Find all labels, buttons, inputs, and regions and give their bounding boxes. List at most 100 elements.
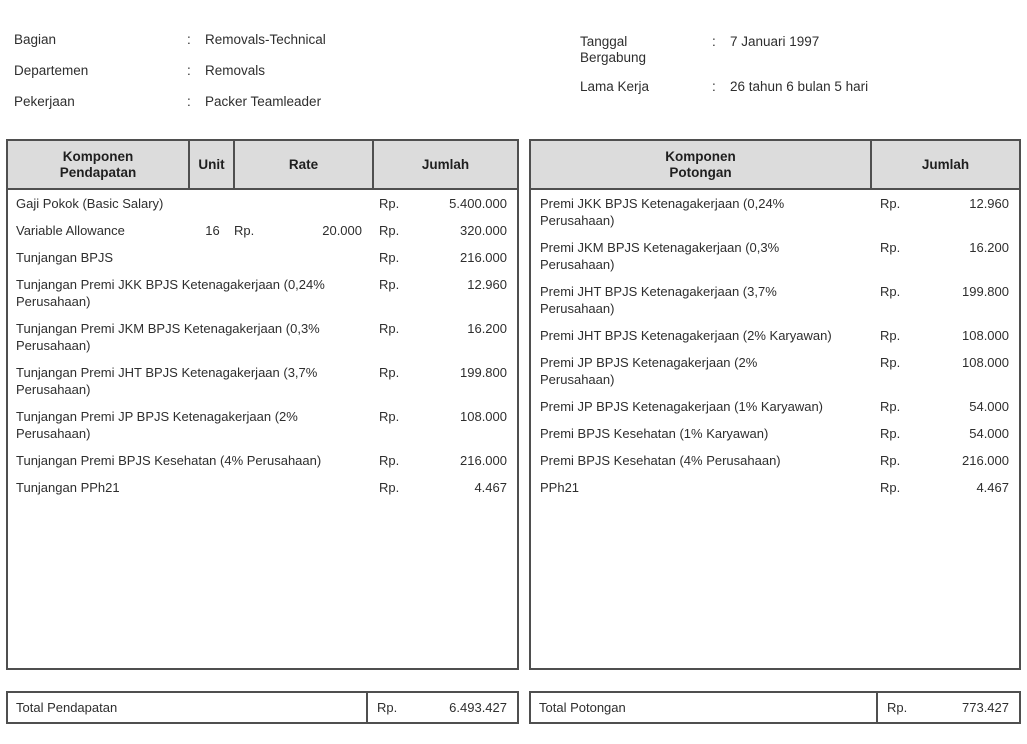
earnings-component-header: Komponen Pendapatan: [8, 141, 190, 188]
amount-cell: 108.000: [460, 409, 507, 424]
amount-currency-label: Rp.: [880, 426, 901, 441]
info-row-pekerjaan: Pekerjaan : Packer Teamleader: [14, 94, 326, 110]
deduction-row: Premi JP BPJS Ketenagakerjaan (1% Karyaw…: [531, 393, 1019, 420]
unit-cell: 16: [205, 223, 220, 238]
colon-separator: :: [712, 79, 716, 94]
amount-cell: 5.400.000: [449, 196, 507, 211]
earnings-rate-header: Rate: [235, 141, 374, 188]
pekerjaan-value: Packer Teamleader: [205, 94, 322, 109]
departemen-label: Departemen: [14, 63, 89, 78]
total-pendapatan-amount: Rp. 6.493.427: [368, 693, 517, 722]
deduction-row: Premi JP BPJS Ketenagakerjaan (2% Perusa…: [531, 349, 1019, 393]
total-potongan-label: Total Potongan: [531, 693, 878, 722]
amount-currency-label: Rp.: [379, 480, 400, 495]
earnings-row: Tunjangan BPJS Rp. 216.000: [8, 244, 517, 271]
earnings-table-header: Komponen Pendapatan Unit Rate Jumlah: [8, 141, 517, 190]
amount-cell: 199.800: [962, 284, 1009, 299]
earnings-row: Tunjangan PPh21 Rp. 4.467: [8, 474, 517, 501]
total-pendapatan-value: 6.493.427: [449, 700, 507, 715]
deduction-row: Premi JKM BPJS Ketenagakerjaan (0,3% Per…: [531, 234, 1019, 278]
pekerjaan-label: Pekerjaan: [14, 94, 75, 109]
amount-currency-label: Rp.: [379, 365, 400, 380]
tanggal-bergabung-value: 7 Januari 1997: [730, 34, 820, 49]
component-cell: PPh21: [540, 480, 580, 495]
amount-cell: 216.000: [460, 453, 507, 468]
component-cell: Gaji Pokok (Basic Salary): [16, 196, 164, 211]
tanggal-bergabung-label: Tanggal Bergabung: [580, 34, 647, 65]
amount-cell: 216.000: [962, 453, 1009, 468]
amount-currency-label: Rp.: [379, 223, 400, 238]
amount-currency-label: Rp.: [377, 700, 398, 715]
amount-currency-label: Rp.: [880, 284, 901, 299]
deductions-amount-header: Jumlah: [921, 156, 970, 172]
employee-info-right: Tanggal Bergabung : 7 Januari 1997 Lama …: [580, 34, 868, 108]
amount-cell: 54.000: [969, 399, 1009, 414]
deductions-table-header: Komponen Potongan Jumlah: [531, 141, 1019, 190]
amount-cell: 16.200: [467, 321, 507, 336]
amount-currency-label: Rp.: [880, 240, 901, 255]
amount-currency-label: Rp.: [880, 399, 901, 414]
amount-cell: 4.467: [976, 480, 1009, 495]
amount-currency-label: Rp.: [379, 453, 400, 468]
amount-cell: 54.000: [969, 426, 1009, 441]
deduction-row: Premi BPJS Kesehatan (4% Perusahaan) Rp.…: [531, 447, 1019, 474]
amount-currency-label: Rp.: [887, 700, 908, 715]
earnings-row: Tunjangan Premi BPJS Kesehatan (4% Perus…: [8, 447, 517, 474]
component-cell: Premi BPJS Kesehatan (4% Perusahaan): [540, 453, 781, 468]
component-cell: Tunjangan BPJS: [16, 250, 114, 265]
component-cell: Tunjangan Premi JHT BPJS Ketenagakerjaan…: [16, 365, 318, 397]
colon-separator: :: [187, 32, 191, 47]
info-row-bagian: Bagian : Removals-Technical: [14, 32, 326, 48]
amount-currency-label: Rp.: [880, 453, 901, 468]
rate-currency-label: Rp.: [234, 223, 255, 238]
total-potongan-amount: Rp. 773.427: [878, 693, 1019, 722]
amount-currency-label: Rp.: [379, 250, 400, 265]
colon-separator: :: [712, 34, 716, 49]
bagian-label: Bagian: [14, 32, 57, 47]
amount-currency-label: Rp.: [379, 196, 400, 211]
earnings-unit-header: Unit: [190, 141, 235, 188]
lama-kerja-label: Lama Kerja: [580, 79, 650, 94]
total-potongan-value: 773.427: [962, 700, 1009, 715]
component-cell: Tunjangan Premi JKM BPJS Ketenagakerjaan…: [16, 321, 320, 353]
component-cell: Tunjangan Premi JP BPJS Ketenagakerjaan …: [16, 409, 298, 441]
earnings-row: Tunjangan Premi JHT BPJS Ketenagakerjaan…: [8, 359, 517, 403]
earnings-table: Komponen Pendapatan Unit Rate Jumlah Gaj…: [6, 139, 519, 670]
deduction-row: Premi JHT BPJS Ketenagakerjaan (3,7% Per…: [531, 278, 1019, 322]
amount-cell: 320.000: [460, 223, 507, 238]
earnings-total-row: Total Pendapatan Rp. 6.493.427: [6, 691, 519, 724]
component-cell: Variable Allowance: [16, 223, 125, 238]
bagian-value: Removals-Technical: [205, 32, 326, 47]
amount-cell: 4.467: [474, 480, 507, 495]
amount-currency-label: Rp.: [379, 277, 400, 292]
deduction-row: PPh21 Rp. 4.467: [531, 474, 1019, 501]
info-row-departemen: Departemen : Removals: [14, 63, 326, 79]
deductions-total-row: Total Potongan Rp. 773.427: [529, 691, 1021, 724]
lama-kerja-value: 26 tahun 6 bulan 5 hari: [730, 79, 869, 94]
earnings-row: Tunjangan Premi JP BPJS Ketenagakerjaan …: [8, 403, 517, 447]
amount-cell: 12.960: [467, 277, 507, 292]
amount-cell: 108.000: [962, 355, 1009, 370]
colon-separator: :: [187, 63, 191, 78]
earnings-table-body: Gaji Pokok (Basic Salary) Rp. 5.400.000 …: [8, 190, 517, 501]
component-cell: Premi JHT BPJS Ketenagakerjaan (2% Karya…: [540, 328, 832, 343]
amount-currency-label: Rp.: [379, 321, 400, 336]
component-cell: Tunjangan Premi BPJS Kesehatan (4% Perus…: [16, 453, 322, 468]
amount-cell: 216.000: [460, 250, 507, 265]
amount-currency-label: Rp.: [880, 355, 901, 370]
component-cell: Premi JHT BPJS Ketenagakerjaan (3,7% Per…: [540, 284, 777, 316]
component-cell: Premi BPJS Kesehatan (1% Karyawan): [540, 426, 769, 441]
amount-currency-label: Rp.: [880, 328, 901, 343]
deduction-row: Premi BPJS Kesehatan (1% Karyawan) Rp. 5…: [531, 420, 1019, 447]
deduction-row: Premi JHT BPJS Ketenagakerjaan (2% Karya…: [531, 322, 1019, 349]
departemen-value: Removals: [205, 63, 266, 78]
amount-cell: 108.000: [962, 328, 1009, 343]
amount-cell: 12.960: [969, 196, 1009, 211]
earnings-row: Tunjangan Premi JKK BPJS Ketenagakerjaan…: [8, 271, 517, 315]
earnings-row: Variable Allowance 16 Rp. 20.000 Rp. 320…: [8, 217, 517, 244]
deductions-table-body: Premi JKK BPJS Ketenagakerjaan (0,24% Pe…: [531, 190, 1019, 501]
total-pendapatan-label: Total Pendapatan: [8, 693, 368, 722]
amount-cell: 199.800: [460, 365, 507, 380]
colon-separator: :: [187, 94, 191, 109]
info-row-lama-kerja: Lama Kerja : 26 tahun 6 bulan 5 hari: [580, 79, 868, 95]
